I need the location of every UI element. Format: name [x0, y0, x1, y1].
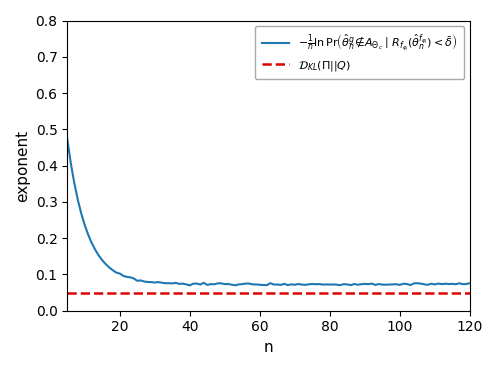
$-\frac{1}{n}\ln \Pr\!\left(\hat{\theta}_n^g\!\notin\! A_{\Theta_c}\mid R_{f_{\varphi_i}}(\hat{\theta}_n^{f_{\varphi_i}}) < \bar{\delta}\right)$ — [467, 281, 473, 285]
$-\frac{1}{n}\ln \Pr\!\left(\hat{\theta}_n^g\!\notin\! A_{\Theta_c}\mid R_{f_{\varphi_i}}(\hat{\theta}_n^{f_{\varphi_i}}) < \bar{\delta}\right)$ — [404, 282, 410, 286]
$-\frac{1}{n}\ln \Pr\!\left(\hat{\theta}_n^g\!\notin\! A_{\Theta_c}\mid R_{f_{\varphi_i}}(\hat{\theta}_n^{f_{\varphi_i}}) < \bar{\delta}\right)$ — [204, 283, 210, 287]
$\mathcal{D}_{KL}(\Pi||Q)$ — [47, 290, 53, 295]
X-axis label: n: n — [264, 340, 273, 355]
Line: $-\frac{1}{n}\ln \Pr\!\left(\hat{\theta}_n^g\!\notin\! A_{\Theta_c}\mid R_{f_{\varphi_i}}(\hat{\theta}_n^{f_{\varphi_i}}) < \bar{\delta}\right)$: $-\frac{1}{n}\ln \Pr\!\left(\hat{\theta}… — [67, 139, 470, 285]
$-\frac{1}{n}\ln \Pr\!\left(\hat{\theta}_n^g\!\notin\! A_{\Theta_c}\mid R_{f_{\varphi_i}}(\hat{\theta}_n^{f_{\varphi_i}}) < \bar{\delta}\right)$ — [313, 282, 319, 286]
$-\frac{1}{n}\ln \Pr\!\left(\hat{\theta}_n^g\!\notin\! A_{\Theta_c}\mid R_{f_{\varphi_i}}(\hat{\theta}_n^{f_{\varphi_i}}) < \bar{\delta}\right)$ — [439, 282, 445, 286]
$\mathcal{D}_{KL}(\Pi||Q)$ — [50, 290, 56, 295]
Legend: $-\frac{1}{n}\ln \Pr\!\left(\hat{\theta}_n^g\!\notin\! A_{\Theta_c}\mid R_{f_{\v: $-\frac{1}{n}\ln \Pr\!\left(\hat{\theta}… — [255, 26, 464, 80]
$-\frac{1}{n}\ln \Pr\!\left(\hat{\theta}_n^g\!\notin\! A_{\Theta_c}\mid R_{f_{\varphi_i}}(\hat{\theta}_n^{f_{\varphi_i}}) < \bar{\delta}\right)$ — [187, 283, 193, 287]
$-\frac{1}{n}\ln \Pr\!\left(\hat{\theta}_n^g\!\notin\! A_{\Theta_c}\mid R_{f_{\varphi_i}}(\hat{\theta}_n^{f_{\varphi_i}}) < \bar{\delta}\right)$ — [337, 283, 343, 287]
$-\frac{1}{n}\ln \Pr\!\left(\hat{\theta}_n^g\!\notin\! A_{\Theta_c}\mid R_{f_{\varphi_i}}(\hat{\theta}_n^{f_{\varphi_i}}) < \bar{\delta}\right)$ — [64, 137, 70, 141]
$-\frac{1}{n}\ln \Pr\!\left(\hat{\theta}_n^g\!\notin\! A_{\Theta_c}\mid R_{f_{\varphi_i}}(\hat{\theta}_n^{f_{\varphi_i}}) < \bar{\delta}\right)$ — [393, 282, 399, 286]
Y-axis label: exponent: exponent — [15, 130, 30, 202]
